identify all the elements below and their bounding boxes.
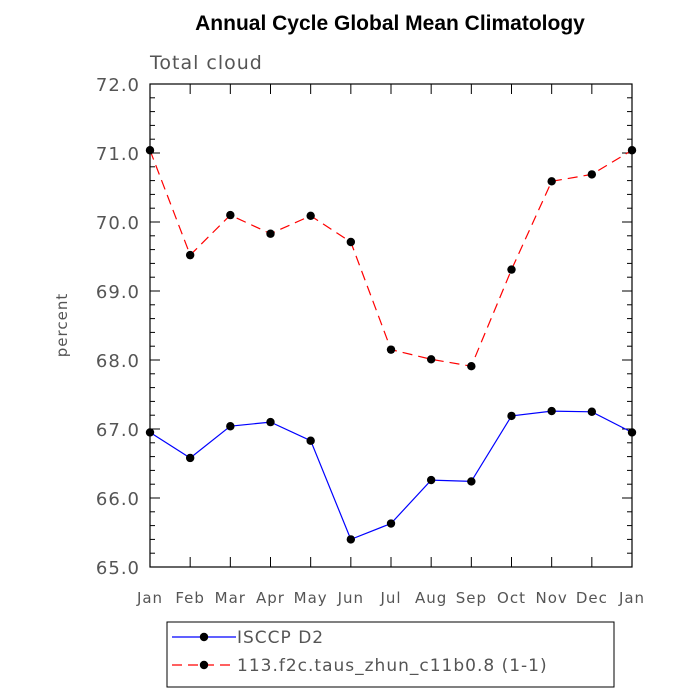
data-point-series-2 bbox=[226, 210, 235, 220]
data-series bbox=[145, 146, 637, 544]
y-tick-label: 70.0 bbox=[96, 213, 140, 234]
x-tick-label: Dec bbox=[576, 589, 608, 607]
x-tick-label: Jan bbox=[618, 589, 645, 607]
data-point-series-2 bbox=[145, 146, 155, 155]
data-point-series-2 bbox=[266, 229, 275, 238]
data-point-series-1 bbox=[145, 428, 155, 437]
data-point-series-1 bbox=[306, 436, 315, 445]
data-point-series-2 bbox=[507, 265, 516, 274]
y-tick-label: 66.0 bbox=[96, 489, 140, 510]
legend-marker-2 bbox=[199, 660, 209, 670]
data-point-series-1 bbox=[507, 411, 516, 421]
chart-subtitle: Total cloud bbox=[149, 52, 263, 74]
x-tick-label: Feb bbox=[175, 589, 205, 607]
x-tick-label: Apr bbox=[256, 589, 285, 607]
y-tick-label: 68.0 bbox=[96, 351, 140, 372]
x-tick-label: Sep bbox=[456, 589, 487, 607]
data-point-series-2 bbox=[306, 211, 315, 220]
x-tick-labels: Jan Feb Mar Apr May Jun Jul Aug Sep Oct Nov Dec Jan bbox=[136, 589, 645, 607]
data-point-series-2 bbox=[346, 237, 356, 247]
x-tick-label: Aug bbox=[415, 589, 447, 607]
x-tick-label: Mar bbox=[215, 589, 246, 607]
chart-title: Annual Cycle Global Mean Climatology bbox=[195, 12, 585, 35]
legend-marker-1 bbox=[199, 632, 209, 642]
data-point-series-1 bbox=[426, 475, 436, 485]
series-line-2 bbox=[149, 149, 633, 367]
x-tick-label: Nov bbox=[536, 589, 568, 607]
y-tick-label: 71.0 bbox=[96, 144, 140, 165]
x-tick-label: Jan bbox=[136, 589, 163, 607]
y-tick-labels: 65.0 66.0 67.0 68.0 69.0 70.0 71.0 72.0 bbox=[96, 75, 140, 579]
data-point-series-2 bbox=[185, 250, 195, 260]
axis-ticks bbox=[149, 83, 633, 568]
y-tick-label: 65.0 bbox=[96, 558, 140, 579]
y-tick-label: 72.0 bbox=[96, 75, 140, 96]
x-tick-label: Oct bbox=[497, 589, 526, 607]
legend-label-2: 113.f2c.taus_zhun_c11b0.8 (1-1) bbox=[237, 656, 548, 676]
data-point-series-2 bbox=[627, 146, 637, 155]
x-tick-label: May bbox=[294, 589, 328, 607]
data-point-series-2 bbox=[386, 345, 396, 354]
legend-label-1: ISCCP D2 bbox=[237, 628, 324, 648]
y-tick-label: 67.0 bbox=[96, 420, 140, 441]
data-point-series-1 bbox=[547, 406, 556, 416]
data-point-series-1 bbox=[226, 422, 235, 431]
data-point-series-1 bbox=[587, 407, 597, 416]
data-point-series-2 bbox=[587, 170, 597, 179]
plot-frame bbox=[149, 83, 633, 568]
data-point-series-1 bbox=[627, 428, 637, 437]
data-point-series-2 bbox=[467, 362, 476, 371]
data-point-series-1 bbox=[386, 519, 396, 528]
y-tick-label: 69.0 bbox=[96, 282, 140, 303]
data-point-series-1 bbox=[346, 535, 356, 544]
data-point-series-2 bbox=[426, 355, 436, 364]
data-point-series-1 bbox=[266, 417, 275, 427]
y-axis-label: percent bbox=[53, 293, 71, 357]
data-point-series-2 bbox=[547, 177, 556, 186]
x-tick-label: Jul bbox=[379, 589, 401, 607]
legend-box bbox=[166, 621, 615, 688]
x-tick-label: Jun bbox=[337, 589, 364, 607]
data-point-series-1 bbox=[467, 477, 476, 486]
legend: ISCCP D2 113.f2c.taus_zhun_c11b0.8 (1-1) bbox=[166, 621, 615, 688]
data-point-series-1 bbox=[185, 453, 195, 463]
legend-entries: ISCCP D2 113.f2c.taus_zhun_c11b0.8 (1-1) bbox=[172, 628, 548, 676]
